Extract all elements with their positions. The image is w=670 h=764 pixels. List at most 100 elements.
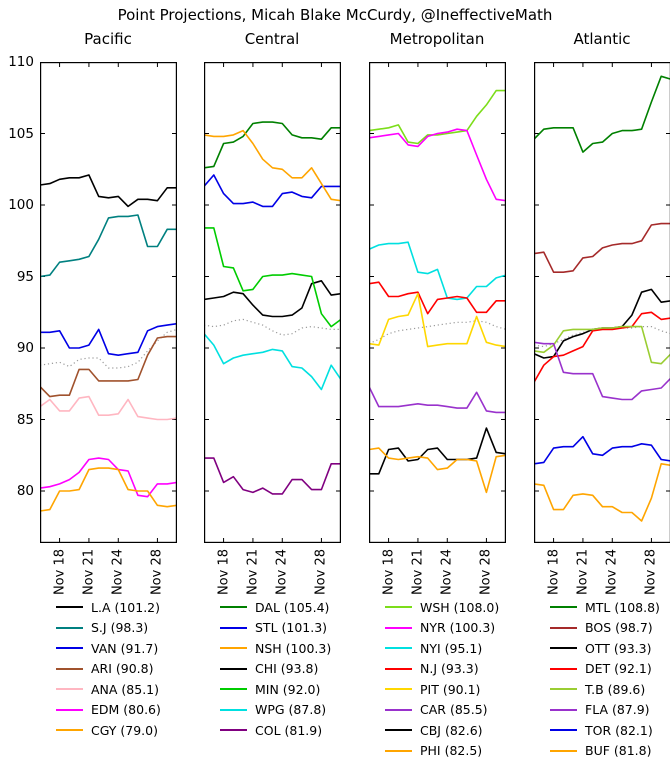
legend-pacific: L.A (101.2) S.J (98.3) VAN (91.7) ARI (90.8… — [56, 597, 206, 741]
legend-color-swatch — [56, 606, 83, 609]
legend-label: CAR (85.5) — [420, 702, 488, 718]
series-line-MTL — [534, 75, 670, 153]
legend-color-swatch — [56, 647, 83, 650]
legend-color-swatch — [220, 667, 247, 670]
legend-label: DAL (105.4) — [255, 599, 330, 615]
series-line-DET — [534, 311, 670, 384]
legend-color-swatch — [220, 626, 247, 629]
series-line-CBJ — [369, 427, 506, 475]
x-tick-label: Nov 24 — [604, 549, 620, 596]
y-tick-label: 85 — [16, 411, 34, 428]
legend-item-MTL: MTL (108.8) — [550, 597, 670, 618]
legend-item-FLA: FLA (87.9) — [550, 700, 670, 721]
legend-item-NYI: NYI (95.1) — [385, 638, 535, 659]
y-tick-label: 100 — [8, 197, 34, 213]
legend-item-EDM: EDM (80.6) — [56, 700, 206, 721]
series-line-DAL — [204, 121, 341, 169]
legend-label: NYI (95.1) — [420, 640, 483, 656]
x-tick-label: Nov 18 — [381, 549, 397, 596]
legend-color-swatch — [550, 708, 577, 711]
legend-label: VAN (91.7) — [91, 640, 159, 656]
series-line-VAN — [40, 322, 177, 357]
series-line-MIN — [204, 227, 341, 328]
legend-item-BUF: BUF (81.8) — [550, 741, 670, 762]
legend-item-S.J: S.J (98.3) — [56, 618, 206, 639]
plot-panel-metropolitan — [369, 62, 506, 543]
x-tick-label: Nov 24 — [439, 549, 455, 596]
legend-label: EDM (80.6) — [91, 702, 161, 718]
x-tick-label: Nov 18 — [546, 549, 562, 596]
legend-atlantic: MTL (108.8) BOS (98.7) OTT (93.3) DET (92.1… — [550, 597, 670, 761]
legend-color-swatch — [385, 729, 412, 732]
legend-item-ARI: ARI (90.8) — [56, 659, 206, 680]
average-dotted-line — [40, 328, 177, 369]
legend-label: T.B (89.6) — [585, 681, 646, 697]
legend-color-swatch — [385, 647, 412, 650]
series-line-TOR — [534, 435, 670, 465]
x-tick-label: Nov 21 — [81, 549, 97, 596]
panel-frame — [534, 62, 670, 543]
legend-label: COL (81.9) — [255, 722, 323, 738]
legend-item-T.B: T.B (89.6) — [550, 679, 670, 700]
legend-item-DAL: DAL (105.4) — [220, 597, 370, 618]
legend-color-swatch — [56, 708, 83, 711]
legend-label: ARI (90.8) — [91, 661, 154, 677]
legend-color-swatch — [550, 688, 577, 691]
x-tick-label: Nov 28 — [643, 549, 659, 596]
panel-title-central: Central — [244, 30, 300, 48]
panel-title-atlantic: Atlantic — [573, 30, 631, 48]
series-line-COL — [204, 457, 341, 495]
legend-item-L.A: L.A (101.2) — [56, 597, 206, 618]
legend-label: S.J (98.3) — [91, 620, 149, 636]
legend-color-swatch — [550, 749, 577, 752]
legend-label: ANA (85.1) — [91, 681, 160, 697]
legend-color-swatch — [56, 729, 83, 732]
legend-item-COL: COL (81.9) — [220, 720, 370, 741]
legend-label: PHI (82.5) — [420, 743, 483, 759]
legend-item-MIN: MIN (92.0) — [220, 679, 370, 700]
series-line-BOS — [534, 222, 670, 273]
series-line-CHI — [204, 280, 341, 318]
series-line-N.J — [369, 281, 506, 315]
series-line-ANA — [40, 395, 177, 421]
legend-item-ANA: ANA (85.1) — [56, 679, 206, 700]
legend-color-swatch — [220, 729, 247, 732]
panel-frame — [40, 62, 177, 543]
series-line-WPG — [204, 332, 341, 391]
legend-color-swatch — [550, 606, 577, 609]
legend-color-swatch — [550, 626, 577, 629]
legend-item-BOS: BOS (98.7) — [550, 618, 670, 639]
legend-central: DAL (105.4) STL (101.3) NSH (100.3) CHI (93… — [220, 597, 370, 741]
legend-item-PIT: PIT (90.1) — [385, 679, 535, 700]
y-tick-label: 105 — [8, 125, 34, 142]
series-line-T.B — [534, 325, 670, 365]
legend-label: PIT (90.1) — [420, 681, 481, 697]
series-line-PIT — [369, 292, 506, 348]
plot-panel-pacific — [40, 62, 177, 543]
legend-item-WPG: WPG (87.8) — [220, 700, 370, 721]
legend-color-swatch — [56, 667, 83, 670]
series-line-BUF — [534, 462, 670, 522]
legend-item-CGY: CGY (79.0) — [56, 720, 206, 741]
y-tick-label: 90 — [16, 340, 34, 356]
legend-label: CGY (79.0) — [91, 722, 158, 738]
legend-item-NYR: NYR (100.3) — [385, 618, 535, 639]
legend-color-swatch — [220, 647, 247, 650]
legend-label: WPG (87.8) — [255, 702, 327, 718]
average-dotted-line — [204, 318, 341, 336]
x-tick-label: Nov 24 — [274, 549, 290, 596]
legend-label: WSH (108.0) — [420, 599, 500, 615]
series-line-CGY — [40, 467, 177, 512]
legend-item-STL: STL (101.3) — [220, 618, 370, 639]
legend-item-N.J: N.J (93.3) — [385, 659, 535, 680]
series-line-WSH — [369, 89, 506, 145]
legend-label: BUF (81.8) — [585, 743, 652, 759]
legend-color-swatch — [385, 749, 412, 752]
x-tick-label: Nov 18 — [216, 549, 232, 596]
legend-label: CHI (93.8) — [255, 661, 319, 677]
legend-color-swatch — [550, 729, 577, 732]
legend-color-swatch — [385, 606, 412, 609]
legend-item-WSH: WSH (108.0) — [385, 597, 535, 618]
legend-label: CBJ (82.6) — [420, 722, 483, 738]
